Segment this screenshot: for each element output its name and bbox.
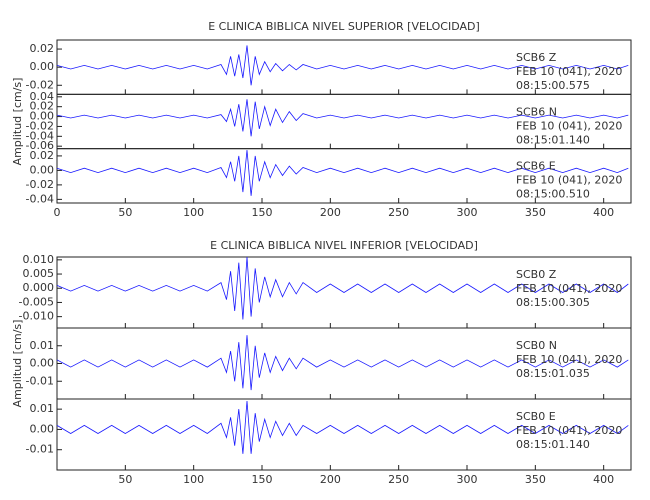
y-tick-label: 0.01 [30, 339, 55, 352]
waveform [56, 400, 629, 454]
x-tick-label: 300 [457, 473, 478, 486]
x-tick-label: 50 [118, 473, 132, 486]
y-tick-label: -0.02 [26, 178, 54, 191]
y-tick-label: -0.02 [26, 78, 54, 91]
y-axis-label: Amplitud [cm/s] [11, 320, 24, 408]
x-tick-label: 250 [388, 473, 409, 486]
y-tick-label: 0.02 [30, 149, 55, 162]
y-tick-label: 0.00 [30, 60, 55, 73]
x-tick-label: 150 [252, 473, 273, 486]
x-tick-label: 0 [54, 206, 61, 219]
time-label: 08:15:01.035 [516, 367, 590, 380]
date-label: FEB 10 (041), 2020 [516, 119, 622, 132]
station-label: SCB0 Z [516, 268, 557, 281]
x-tick-label: 400 [593, 473, 614, 486]
waveform [56, 335, 629, 391]
x-tick-label: 250 [388, 206, 409, 219]
y-tick-label: 0.01 [30, 402, 55, 415]
time-label: 08:15:00.510 [516, 188, 590, 201]
time-label: 08:15:01.140 [516, 438, 590, 451]
time-label: 08:15:00.575 [516, 79, 590, 92]
y-tick-label: 0.00 [30, 357, 55, 370]
y-tick-label: 0.010 [23, 253, 55, 266]
y-tick-label: -0.01 [26, 443, 54, 456]
y-tick-label: 0.02 [30, 100, 55, 113]
y-axis-label: Amplitud [cm/s] [11, 78, 24, 166]
x-tick-label: 200 [320, 206, 341, 219]
waveform [56, 256, 629, 320]
y-tick-label: 0.00 [30, 422, 55, 435]
x-tick-label: 150 [252, 206, 273, 219]
date-label: FEB 10 (041), 2020 [516, 424, 622, 437]
y-tick-label: -0.02 [26, 119, 54, 132]
station-label: SCB6 N [516, 105, 557, 118]
station-label: SCB0 E [516, 410, 556, 423]
x-tick-label: 200 [320, 473, 341, 486]
x-tick-label: 350 [525, 473, 546, 486]
chart-title: E CLINICA BIBLICA NIVEL INFERIOR [VELOCI… [210, 239, 478, 252]
date-label: FEB 10 (041), 2020 [516, 353, 622, 366]
y-tick-label: -0.06 [26, 139, 54, 152]
y-tick-label: 0.000 [23, 281, 55, 294]
y-tick-label: -0.010 [19, 310, 54, 323]
x-tick-label: 50 [118, 206, 132, 219]
x-tick-label: 100 [183, 473, 204, 486]
waveform [56, 45, 629, 86]
y-tick-label: 0.02 [30, 42, 55, 55]
y-tick-label: -0.005 [19, 295, 54, 308]
x-tick-label: 400 [593, 206, 614, 219]
x-tick-label: 350 [525, 206, 546, 219]
station-label: SCB6 E [516, 160, 556, 173]
y-tick-label: 0.00 [30, 163, 55, 176]
y-tick-label: 0.005 [23, 267, 55, 280]
trace-frame [56, 398, 632, 471]
date-label: FEB 10 (041), 2020 [516, 65, 622, 78]
y-tick-label: 0.04 [30, 90, 55, 103]
y-tick-label: -0.01 [26, 374, 54, 387]
waveform [56, 99, 629, 137]
station-label: SCB6 Z [516, 51, 557, 64]
waveform [56, 150, 629, 196]
trace-frame [56, 148, 632, 204]
y-tick-label: -0.04 [26, 192, 54, 205]
y-tick-label: -0.04 [26, 129, 54, 142]
x-tick-label: 300 [457, 206, 478, 219]
station-label: SCB0 N [516, 339, 557, 352]
chart-title: E CLINICA BIBLICA NIVEL SUPERIOR [VELOCI… [208, 20, 480, 33]
date-label: FEB 10 (041), 2020 [516, 174, 622, 187]
date-label: FEB 10 (041), 2020 [516, 282, 622, 295]
time-label: 08:15:01.140 [516, 133, 590, 146]
y-tick-label: 0.00 [30, 110, 55, 123]
time-label: 08:15:00.305 [516, 296, 590, 309]
x-tick-label: 100 [183, 206, 204, 219]
